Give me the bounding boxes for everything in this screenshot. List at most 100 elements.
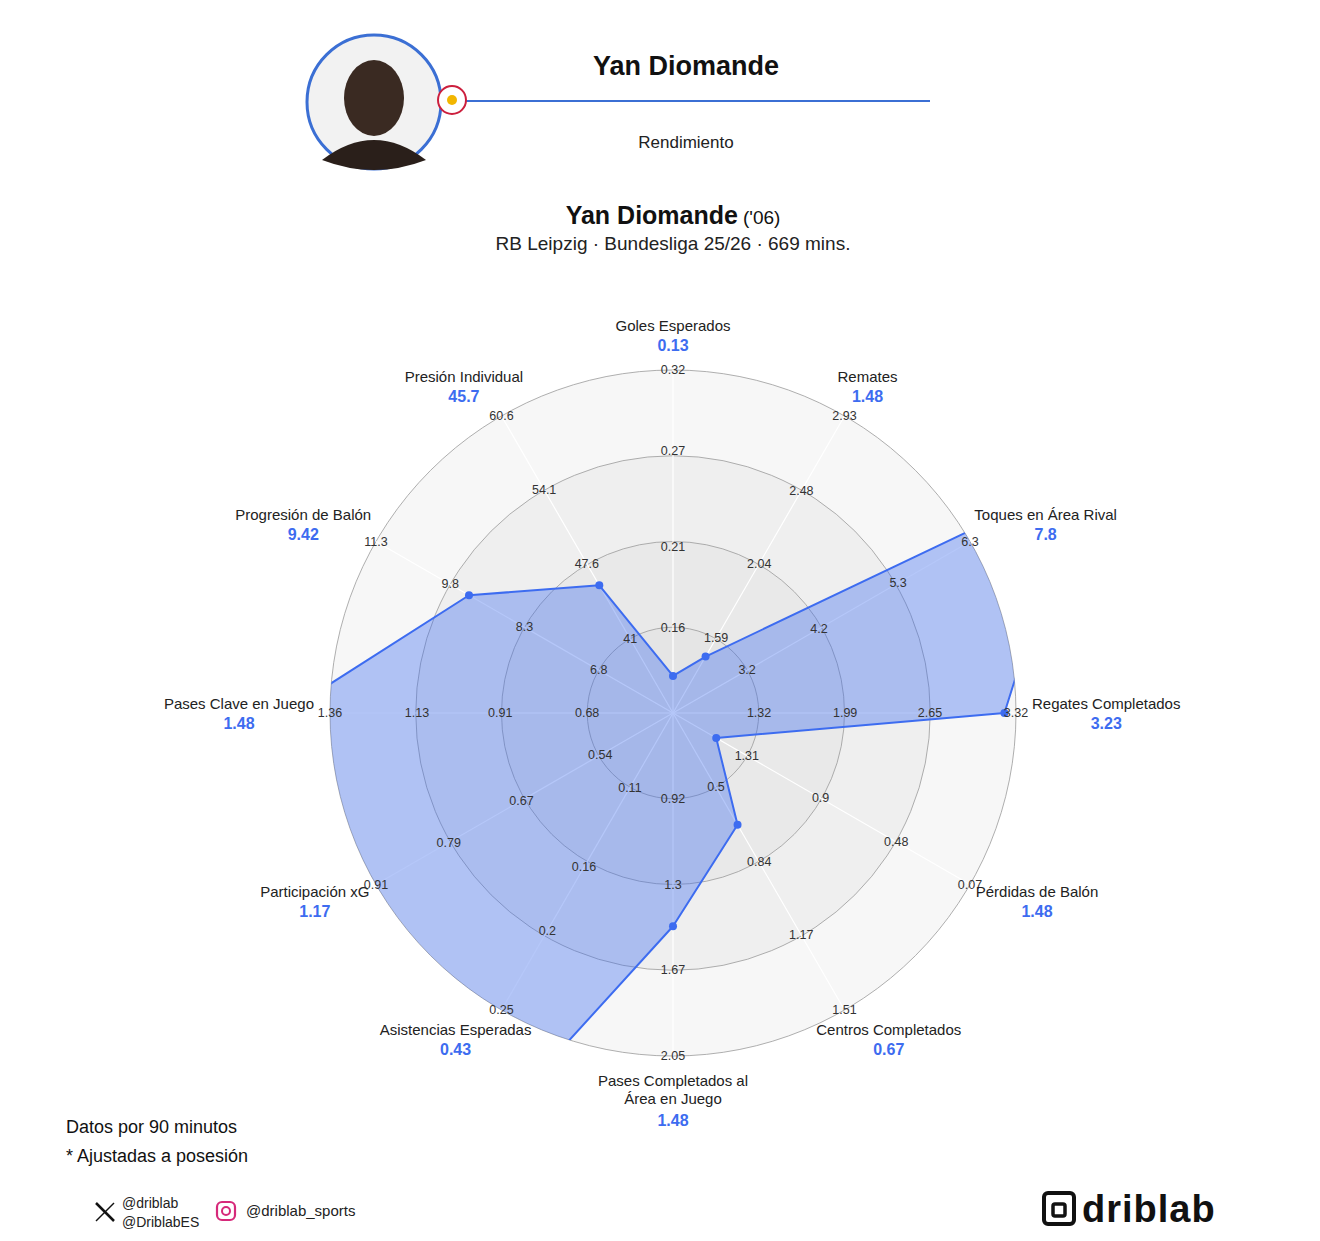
value-label: 45.7 xyxy=(448,388,479,405)
tick-label: 1.13 xyxy=(405,706,429,720)
category-label: Progresión de Balón xyxy=(235,506,371,523)
avatar xyxy=(307,35,466,170)
value-label: 0.13 xyxy=(657,337,688,354)
social-handle: @driblab xyxy=(122,1195,178,1211)
category-label: Toques en Área Rival xyxy=(974,506,1117,523)
category-label: Remates xyxy=(837,368,897,385)
tick-label: 47.6 xyxy=(575,557,599,571)
tick-label: 0.32 xyxy=(661,363,685,377)
header: Yan DiomandeRendimiento xyxy=(307,35,930,170)
category-label-group: Goles Esperados 0.13 xyxy=(615,317,730,354)
tick-label: 0.68 xyxy=(575,706,599,720)
tick-label: 2.65 xyxy=(918,706,942,720)
x-icon xyxy=(96,1203,114,1221)
tick-label: 0.79 xyxy=(437,836,461,850)
tick-label: 0.91 xyxy=(488,706,512,720)
value-label: 0.43 xyxy=(440,1041,471,1058)
radar-point xyxy=(734,821,742,829)
tick-label: 6.3 xyxy=(961,535,978,549)
tick-label: 1.51 xyxy=(832,1003,856,1017)
tick-label: 0.5 xyxy=(707,780,724,794)
category-label: Regates Completados xyxy=(1032,695,1180,712)
tick-label: 54.1 xyxy=(532,483,556,497)
tick-label: 1.36 xyxy=(318,706,342,720)
value-label: 0.67 xyxy=(873,1041,904,1058)
tick-label: 41 xyxy=(623,632,637,646)
tick-label: 1.59 xyxy=(704,631,728,645)
category-label: Pases Completados alÁrea en Juego xyxy=(598,1072,748,1107)
radar-area xyxy=(218,479,1078,1241)
category-label-group: Regates Completados 3.23 xyxy=(1032,695,1180,732)
tick-label: 1.67 xyxy=(661,963,685,977)
radar-point xyxy=(1074,475,1082,483)
category-label-group: Remates 1.48 xyxy=(837,368,897,405)
category-label: Centros Completados xyxy=(816,1021,961,1038)
tick-label: 2.93 xyxy=(832,409,856,423)
club-badge xyxy=(438,86,466,114)
tick-label: 2.04 xyxy=(747,557,771,571)
tick-label: 1.99 xyxy=(833,706,857,720)
brand-name: driblab xyxy=(1082,1188,1216,1230)
tick-label: 0.9 xyxy=(812,791,829,805)
category-label-group: Progresión de Balón 9.42 xyxy=(235,506,371,543)
club-badge-ball xyxy=(447,95,457,105)
radar-point xyxy=(712,734,720,742)
tick-label: 3.2 xyxy=(738,663,755,677)
tick-label: 1.32 xyxy=(747,706,771,720)
category-label-group: Participación xG1.17 xyxy=(260,883,369,920)
tick-label: 1.31 xyxy=(735,749,759,763)
tick-label: 9.8 xyxy=(442,577,459,591)
category-labels: Goles Esperados 0.13 Remates 1.48 Toques en … xyxy=(164,317,1181,1129)
tick-label: 0.67 xyxy=(509,794,533,808)
tick-label: 2.05 xyxy=(661,1049,685,1063)
category-label-group: Toques en Área Rival 7.8 xyxy=(974,506,1117,543)
tick-label: 0.92 xyxy=(661,792,685,806)
value-label: 9.42 xyxy=(288,526,319,543)
tick-labels: 0.160.210.270.321.592.042.482.933.24.25.… xyxy=(318,363,1028,1063)
category-label-group: Presión Individual 45.7 xyxy=(405,368,523,405)
tick-label: 0.25 xyxy=(489,1003,513,1017)
category-label: Goles Esperados xyxy=(615,317,730,334)
category-label: Pérdidas de Balón xyxy=(976,883,1099,900)
brand-logo: driblab xyxy=(1044,1188,1216,1230)
avatar-body xyxy=(322,140,426,170)
category-label-group: Asistencias Esperadas 0.43 xyxy=(380,1021,532,1058)
value-label: 7.8 xyxy=(1035,526,1057,543)
category-label: Asistencias Esperadas xyxy=(380,1021,532,1038)
tick-label: 5.3 xyxy=(889,576,906,590)
tick-label: 0.21 xyxy=(661,540,685,554)
tick-label: 0.27 xyxy=(661,444,685,458)
tick-label: 0.54 xyxy=(588,748,612,762)
tick-label: 4.2 xyxy=(810,622,827,636)
chart-subtitle: RB Leipzig · Bundesliga 25/26 · 669 mins… xyxy=(496,233,851,254)
value-label: 1.48 xyxy=(223,715,254,732)
footnote: Datos por 90 minutos xyxy=(66,1117,237,1137)
brand-icon xyxy=(1044,1193,1074,1224)
header-title: Yan Diomande xyxy=(593,51,779,81)
radar-point xyxy=(669,922,677,930)
instagram-icon xyxy=(217,1202,235,1220)
brand-icon-inner xyxy=(1053,1204,1065,1216)
radar-point xyxy=(702,653,710,661)
category-label: Presión Individual xyxy=(405,368,523,385)
category-label-group: Pases Clave en Juego1.48 xyxy=(164,695,314,732)
category-label: Participación xG xyxy=(260,883,369,900)
tick-label: 0.48 xyxy=(884,835,908,849)
tick-label: 1.3 xyxy=(664,878,681,892)
tick-label: 8.3 xyxy=(516,620,533,634)
radar-point xyxy=(465,591,473,599)
marks xyxy=(214,475,1082,1241)
radar-point xyxy=(214,972,222,980)
chart-title-year: ('06) xyxy=(743,207,780,228)
instagram-frame xyxy=(217,1202,235,1220)
tick-label: 0.2 xyxy=(539,924,556,938)
value-label: 1.48 xyxy=(852,388,883,405)
instagram-lens xyxy=(222,1207,230,1215)
x-icon-stroke xyxy=(96,1203,114,1221)
radar-point xyxy=(595,581,603,589)
tick-label: 0.16 xyxy=(661,621,685,635)
x-icon-stroke xyxy=(96,1203,114,1221)
chart-title: Yan Diomande('06) xyxy=(566,201,781,229)
tick-label: 6.8 xyxy=(590,663,607,677)
value-label: 3.23 xyxy=(1091,715,1122,732)
